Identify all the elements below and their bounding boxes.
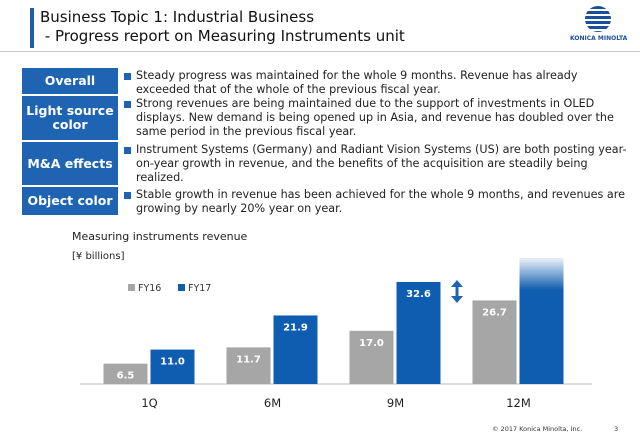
bar: [273, 315, 318, 384]
arrow: [451, 280, 463, 303]
bar: [472, 300, 517, 384]
logo-text: KONICA MINOLTA: [570, 35, 628, 42]
bar: [150, 349, 195, 384]
row-text: Steady progress was maintained for the w…: [124, 69, 632, 97]
row-label: Overall: [22, 68, 118, 94]
title: Business Topic 1: Industrial Business: [40, 8, 315, 26]
header-accent: [30, 8, 34, 48]
title: - Progress report on Measuring Instrumen…: [40, 27, 405, 45]
logo: [585, 6, 611, 32]
table-row: Light source color Strong revenues are b…: [22, 96, 622, 140]
bar: [349, 330, 394, 384]
row-label: Object color: [22, 187, 118, 215]
row-text: Instrument Systems (Germany) and Radiant…: [124, 143, 632, 185]
value-label: 11.7: [236, 354, 261, 365]
page-number: 3: [614, 425, 619, 433]
table-row: Overall Steady progress was maintained f…: [22, 68, 622, 96]
bar: [396, 281, 441, 384]
value-label: 32.6: [406, 289, 431, 300]
legend-label: FY17: [188, 283, 211, 294]
value-label: 21.9: [283, 322, 308, 333]
chart-title: Measuring instruments revenue: [72, 230, 248, 243]
row-label: Light source color: [22, 96, 118, 140]
header-rule: [0, 51, 640, 52]
legend-label: FY16: [138, 283, 161, 294]
value-label: 26.7: [482, 307, 507, 318]
bar-fade: [519, 258, 564, 384]
x-tick-label: 9M: [387, 396, 404, 410]
x-tick-label: 12M: [506, 396, 531, 410]
bar: [226, 347, 271, 384]
legend-swatch: [128, 284, 135, 291]
row-label: M&A effects: [22, 142, 118, 185]
x-tick-label: 1Q: [141, 396, 157, 410]
legend-swatch: [178, 284, 185, 291]
x-tick-label: 6M: [264, 396, 281, 410]
copyright: © 2017 Konica Minolta, Inc.: [492, 425, 583, 433]
table-row: Object color Stable growth in revenue ha…: [22, 187, 625, 215]
value-label: 17.0: [359, 338, 384, 349]
value-label: 11.0: [160, 357, 185, 368]
value-label: 6.5: [117, 371, 135, 382]
row-text: Strong revenues are being maintained due…: [124, 97, 632, 139]
row-text: Stable growth in revenue has been achiev…: [124, 188, 632, 216]
chart-subtitle: [¥ billions]: [72, 251, 125, 262]
bar: [103, 363, 148, 384]
table-row: M&A effects Instrument Systems (Germany)…: [22, 142, 627, 185]
